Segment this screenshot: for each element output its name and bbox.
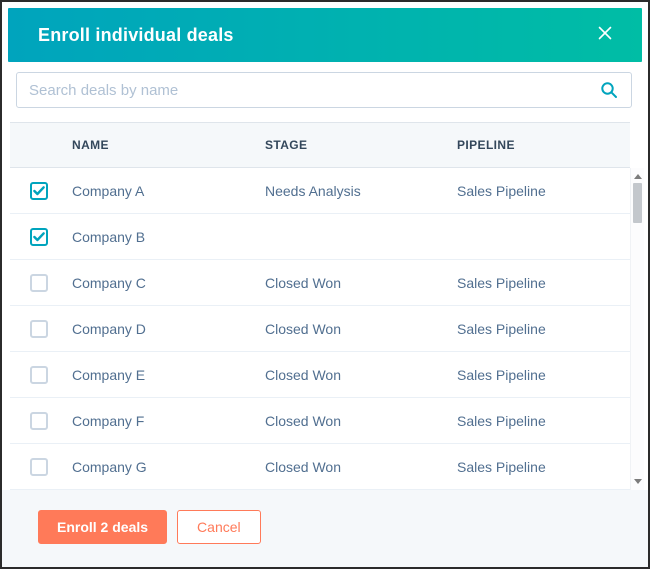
deal-name: Company A bbox=[72, 182, 145, 199]
modal-header: Enroll individual deals bbox=[8, 8, 642, 62]
scrollbar-thumb[interactable] bbox=[633, 183, 642, 223]
modal-title: Enroll individual deals bbox=[38, 24, 234, 45]
deal-name: Company E bbox=[72, 366, 146, 383]
checkmark-icon bbox=[33, 231, 45, 241]
deal-name: Company D bbox=[72, 320, 146, 337]
row-checkbox[interactable] bbox=[30, 411, 48, 430]
enroll-button[interactable]: Enroll 2 deals bbox=[38, 510, 168, 544]
deal-stage: Closed Won bbox=[265, 274, 342, 291]
deal-name: Company G bbox=[72, 458, 147, 475]
search-bar bbox=[16, 72, 632, 108]
row-checkbox[interactable] bbox=[30, 365, 48, 384]
deal-pipeline: Sales Pipeline bbox=[457, 274, 546, 291]
table-row[interactable]: Company A Needs Analysis Sales Pipeline bbox=[10, 168, 630, 214]
deal-name: Company B bbox=[72, 228, 146, 245]
deal-pipeline: Sales Pipeline bbox=[457, 320, 546, 337]
row-checkbox[interactable] bbox=[30, 227, 48, 246]
table-row[interactable]: Company F Closed Won Sales Pipeline bbox=[10, 398, 630, 444]
row-checkbox[interactable] bbox=[30, 181, 48, 200]
table-body-region: Company A Needs Analysis Sales Pipeline … bbox=[10, 168, 644, 490]
column-header-pipeline: PIPELINE bbox=[457, 138, 515, 152]
row-checkbox[interactable] bbox=[30, 273, 48, 292]
vertical-scrollbar[interactable] bbox=[630, 168, 644, 490]
scroll-down-icon[interactable] bbox=[633, 479, 642, 484]
checkmark-icon bbox=[33, 185, 45, 195]
deal-pipeline: Sales Pipeline bbox=[457, 366, 546, 383]
table-row[interactable]: Company C Closed Won Sales Pipeline bbox=[10, 260, 630, 306]
scroll-up-icon[interactable] bbox=[633, 174, 642, 179]
column-header-stage: STAGE bbox=[265, 138, 308, 152]
modal-footer: Enroll 2 deals Cancel bbox=[2, 490, 648, 567]
deal-stage: Closed Won bbox=[265, 458, 342, 475]
deals-table: NAME STAGE PIPELINE Company A Needs Anal… bbox=[10, 122, 644, 490]
table-header-row: NAME STAGE PIPELINE bbox=[10, 122, 630, 168]
deal-pipeline: Sales Pipeline bbox=[457, 182, 546, 199]
table-body: Company A Needs Analysis Sales Pipeline … bbox=[10, 168, 630, 490]
deal-name: Company C bbox=[72, 274, 146, 291]
table-row[interactable]: Company G Closed Won Sales Pipeline bbox=[10, 444, 630, 490]
deal-stage: Closed Won bbox=[265, 366, 342, 383]
column-header-name: NAME bbox=[72, 138, 109, 152]
table-row[interactable]: Company B bbox=[10, 214, 630, 260]
deal-pipeline: Sales Pipeline bbox=[457, 412, 546, 429]
deal-stage: Needs Analysis bbox=[265, 182, 361, 199]
cancel-button[interactable]: Cancel bbox=[177, 510, 261, 544]
row-checkbox[interactable] bbox=[30, 457, 48, 476]
close-button[interactable] bbox=[594, 24, 616, 46]
row-checkbox[interactable] bbox=[30, 319, 48, 338]
deal-name: Company F bbox=[72, 412, 145, 429]
table-row[interactable]: Company D Closed Won Sales Pipeline bbox=[10, 306, 630, 352]
search-input[interactable] bbox=[16, 72, 632, 108]
table-row[interactable]: Company E Closed Won Sales Pipeline bbox=[10, 352, 630, 398]
deal-pipeline: Sales Pipeline bbox=[457, 458, 546, 475]
close-icon bbox=[596, 24, 614, 47]
deal-stage: Closed Won bbox=[265, 412, 342, 429]
deal-stage: Closed Won bbox=[265, 320, 342, 337]
